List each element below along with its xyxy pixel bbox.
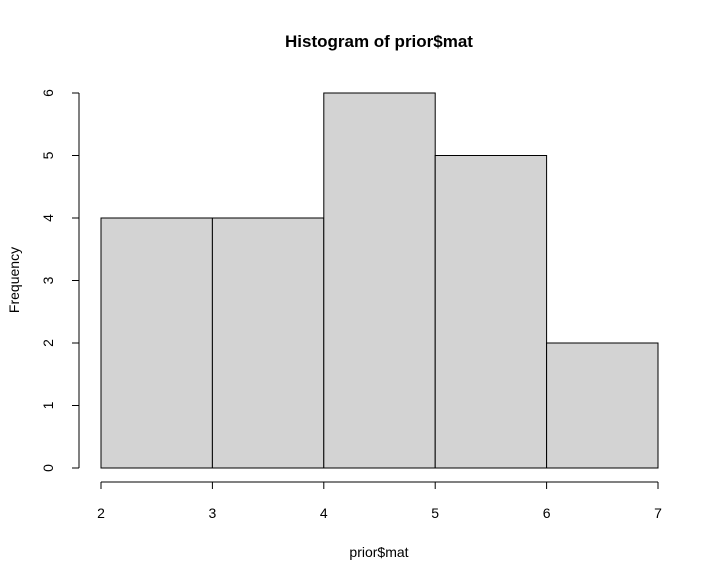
- y-tick-label: 1: [40, 401, 56, 409]
- y-tick-label: 5: [40, 151, 56, 159]
- y-tick-label: 0: [40, 464, 56, 472]
- y-axis: 0 1 2 3 4 5 6: [40, 89, 80, 472]
- bars-group: [100, 92, 659, 469]
- x-axis: 2 3 4 5 6 7: [97, 481, 662, 521]
- y-axis-label: Frequency: [6, 247, 22, 313]
- y-tick-label: 2: [40, 339, 56, 347]
- x-tick-label: 5: [431, 505, 439, 521]
- histogram-bar-4: [434, 155, 548, 469]
- x-tick-label: 6: [543, 505, 551, 521]
- y-tick-label: 4: [40, 214, 56, 222]
- chart-title: Histogram of prior$mat: [285, 32, 473, 51]
- histogram-bar-3: [323, 92, 436, 469]
- x-tick-label: 3: [209, 505, 217, 521]
- x-tick-label: 4: [320, 505, 328, 521]
- y-tick-label: 3: [40, 276, 56, 284]
- x-tick-label: 7: [654, 505, 662, 521]
- histogram-bar-5: [546, 342, 659, 469]
- x-tick-label: 2: [97, 505, 105, 521]
- y-tick-label: 6: [40, 89, 56, 97]
- histogram-bar-2: [211, 217, 325, 469]
- histogram-bar-1: [100, 217, 213, 469]
- x-axis-label: prior$mat: [349, 544, 408, 560]
